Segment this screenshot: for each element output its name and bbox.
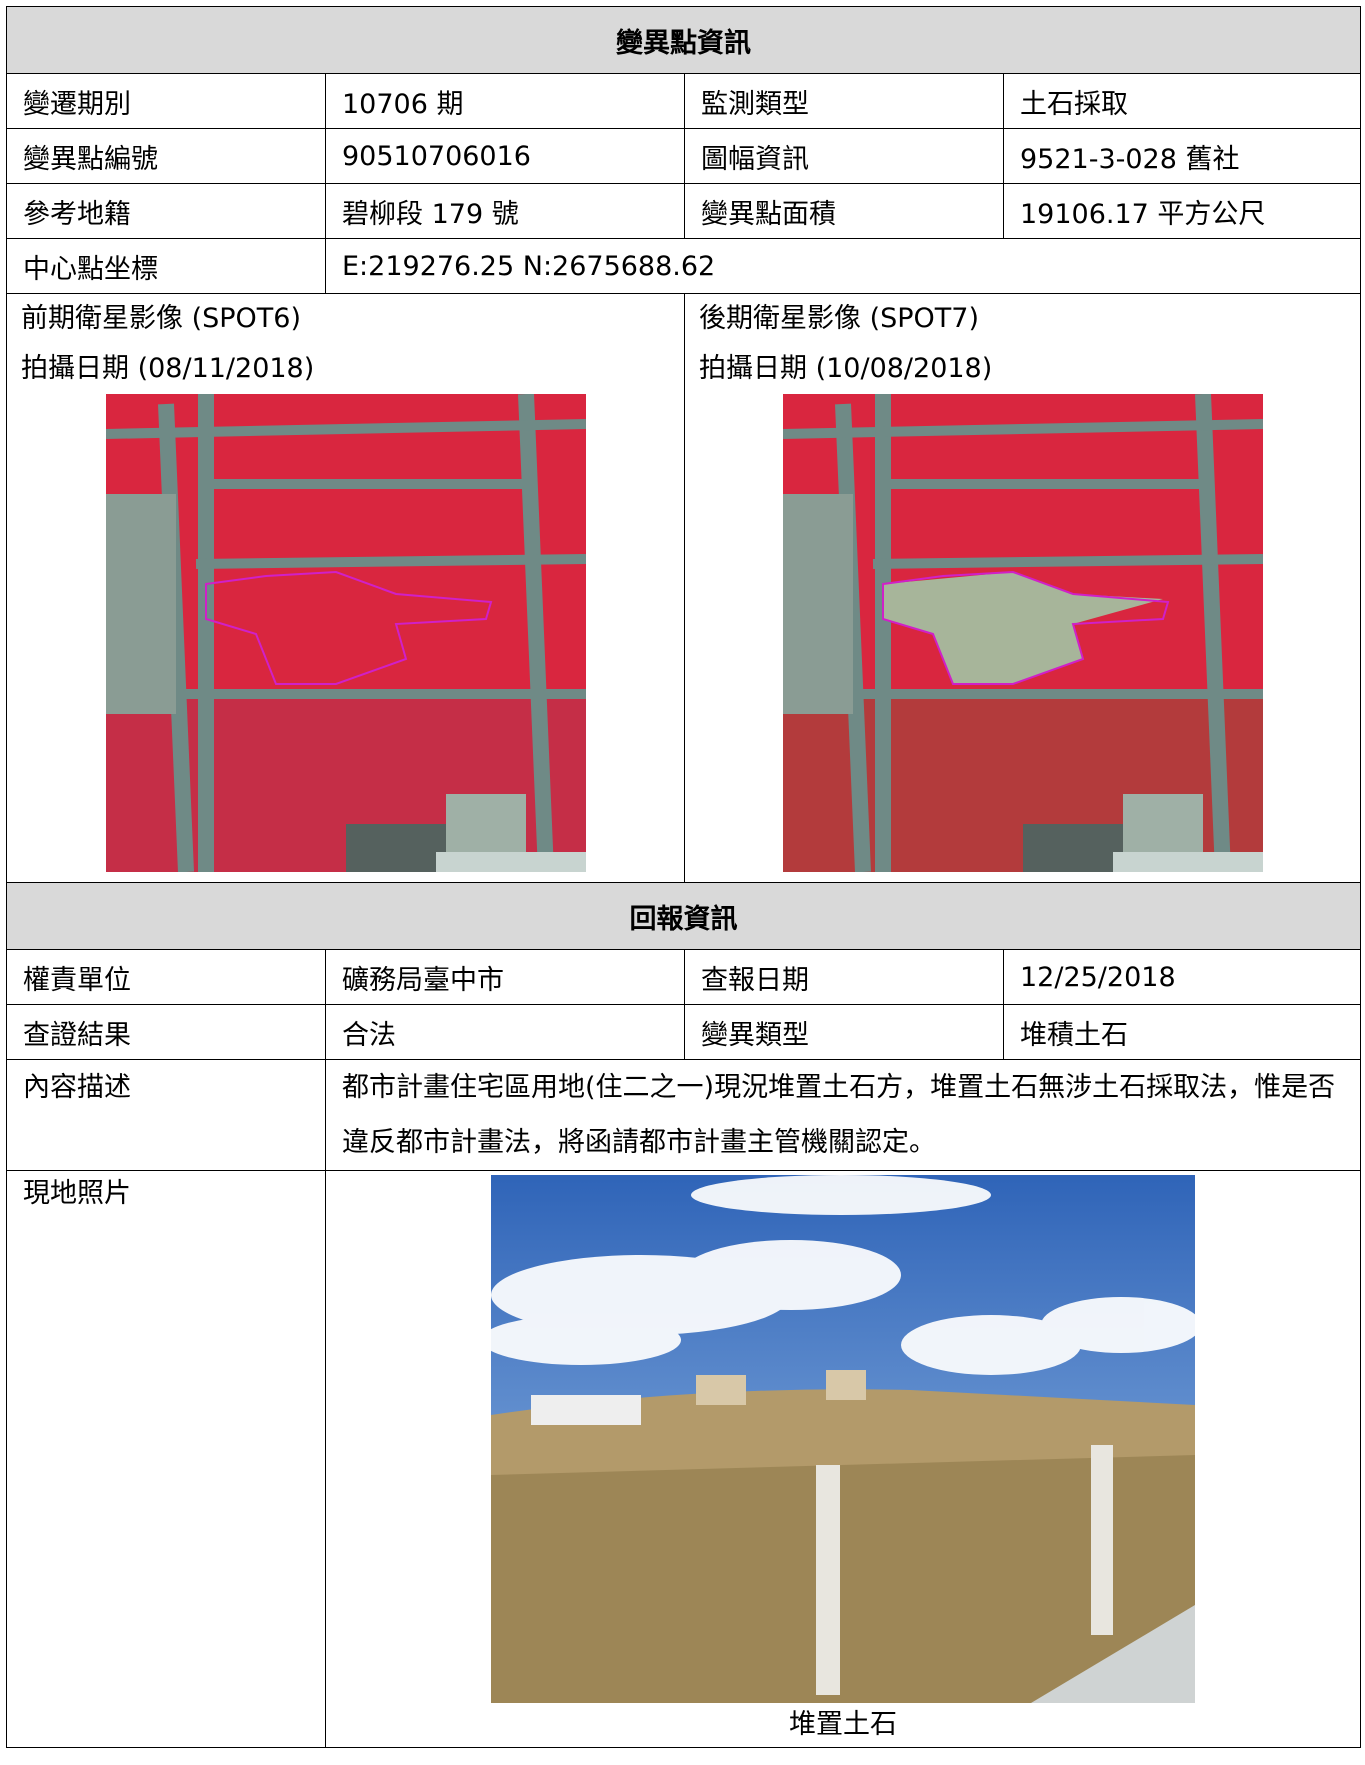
image-detail: [1022, 824, 1123, 872]
cell-label: 查報日期: [684, 949, 1004, 1005]
before-image-cell: 前期衛星影像 (SPOT6) 拍攝日期 (08/11/2018): [6, 293, 685, 883]
cell-value: 9521-3-028 舊社: [1003, 128, 1361, 184]
image-detail: [882, 572, 1163, 684]
cell-value: E:219276.25 N:2675688.62: [325, 238, 1361, 294]
table-row: 查證結果 合法 變異類型 堆積土石: [6, 1004, 1361, 1060]
cell-label: 權責單位: [6, 949, 326, 1005]
image-detail: [345, 824, 446, 872]
cell-value: 19106.17 平方公尺: [1003, 183, 1361, 239]
cell-value: 10706 期: [325, 73, 685, 129]
cell-value: 都市計畫住宅區用地(住二之一)現況堆置土石方，堆置土石無涉土石採取法，惟是否違反…: [325, 1059, 1361, 1171]
photo-cell: 堆置土石: [325, 1170, 1361, 1748]
image-detail: [195, 554, 586, 569]
image-detail: [1122, 794, 1203, 854]
section-title: 變異點資訊: [6, 6, 1361, 74]
image-title: 前期衛星影像 (SPOT6): [21, 303, 301, 334]
report-table: 變異點資訊 變遷期別 10706 期監測類型 土石採取 變異點編號 9051070601…: [6, 6, 1361, 1748]
table-row: 參考地籍 碧柳段 179 號變異點面積 19106.17 平方公尺: [6, 183, 1361, 239]
table-row: 權責單位 礦務局臺中市 查報日期 12/25/2018: [6, 949, 1361, 1005]
cell-value: 碧柳段 179 號: [325, 183, 685, 239]
section-title: 回報資訊: [6, 882, 1361, 950]
image-detail: [435, 852, 586, 872]
cell-value: 90510706016: [325, 128, 685, 184]
image-detail: [872, 554, 1263, 569]
cell-label: 變遷期別: [6, 73, 326, 129]
image-detail: [782, 419, 1263, 439]
image-detail: [1112, 852, 1263, 872]
cell-label: 內容描述: [6, 1059, 326, 1171]
image-detail: [881, 570, 1169, 685]
image-title: 後期衛星影像 (SPOT7): [699, 303, 979, 334]
cell-value: 土石採取: [1003, 73, 1361, 129]
image-detail: [204, 570, 492, 685]
table-row: 變異點編號 90510706016 圖幅資訊 9521-3-028 舊社: [6, 128, 1361, 184]
after-image-cell: 後期衛星影像 (SPOT7) 拍攝日期 (10/08/2018): [684, 293, 1361, 883]
cell-value: 礦務局臺中市: [325, 949, 685, 1005]
cell-label: 現地照片: [6, 1170, 326, 1748]
image-detail: [782, 494, 853, 714]
image-detail: [1194, 394, 1231, 872]
image-detail: [445, 794, 526, 854]
site-photo: [491, 1175, 1195, 1703]
cell-label: 參考地籍: [6, 183, 326, 239]
image-detail: [105, 494, 176, 714]
satellite-image: [105, 394, 586, 872]
image-date: 拍攝日期 (08/11/2018): [21, 353, 315, 384]
satellite-image: [782, 394, 1263, 872]
cell-label: 監測類型: [684, 73, 1004, 129]
image-detail: [105, 419, 586, 439]
cell-value: 合法: [325, 1004, 685, 1060]
cell-label: 變異點編號: [6, 128, 326, 184]
cell-label: 中心點坐標: [6, 238, 326, 294]
photo-caption: 堆置土石: [789, 1709, 897, 1740]
cell-value: 12/25/2018: [1003, 949, 1361, 1005]
image-date: 拍攝日期 (10/08/2018): [699, 353, 993, 384]
cell-label: 圖幅資訊: [684, 128, 1004, 184]
cell-value: 堆積土石: [1003, 1004, 1361, 1060]
cell-label: 變異點面積: [684, 183, 1004, 239]
table-row: 變遷期別 10706 期監測類型 土石採取: [6, 73, 1361, 129]
image-detail: [517, 394, 554, 872]
cell-label: 查證結果: [6, 1004, 326, 1060]
cell-label: 變異類型: [684, 1004, 1004, 1060]
